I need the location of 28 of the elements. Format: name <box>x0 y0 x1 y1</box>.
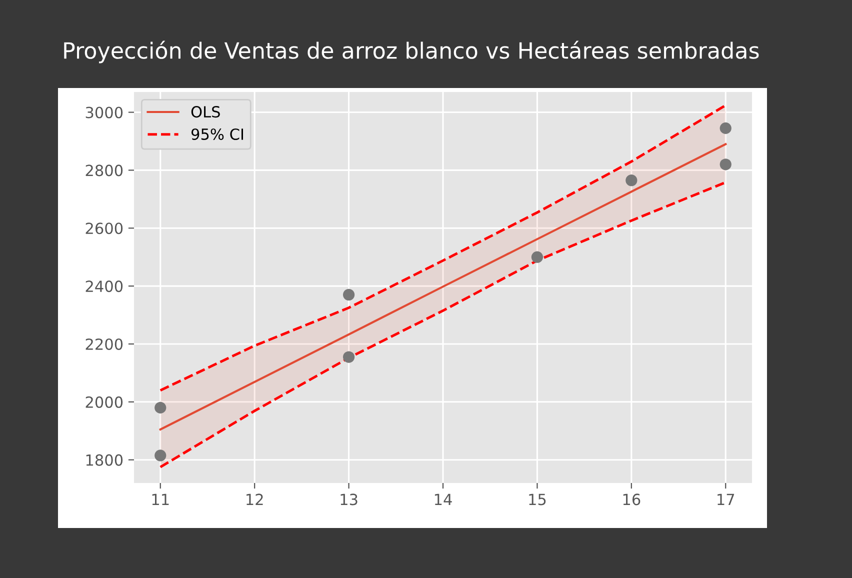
x-tick-label: 12 <box>246 494 263 506</box>
x-tick-label: 16 <box>623 494 640 506</box>
line-series <box>159 143 727 430</box>
point <box>626 174 638 186</box>
y-tick-label: 2000 <box>86 396 123 408</box>
x-tick-label: 15 <box>529 494 546 506</box>
y-tick-label: 2400 <box>86 280 123 292</box>
line-series <box>159 181 727 468</box>
y-tick-label: 3000 <box>86 106 123 118</box>
y-tick-label: 2800 <box>86 164 123 176</box>
point <box>720 158 732 170</box>
point <box>531 251 544 263</box>
chart-title: Proyección de Ventas de arroz blanco vs Hectáreas sembradas <box>64 40 759 64</box>
point <box>154 402 166 414</box>
y-tick-label: 1800 <box>86 454 123 466</box>
line-series <box>159 104 727 392</box>
x-tick-label: 17 <box>718 494 734 506</box>
point <box>720 122 732 134</box>
y-tick-label: 2200 <box>86 338 123 350</box>
y-tick-label: 2600 <box>86 222 123 234</box>
point <box>342 288 355 301</box>
x-tick-label: 11 <box>152 494 169 506</box>
point <box>342 351 355 363</box>
point <box>154 450 166 462</box>
legend-label: 95% CI <box>191 128 244 140</box>
x-tick-label: 13 <box>340 494 358 506</box>
x-tick-label: 14 <box>434 494 452 506</box>
legend-label: OLS <box>191 106 220 118</box>
